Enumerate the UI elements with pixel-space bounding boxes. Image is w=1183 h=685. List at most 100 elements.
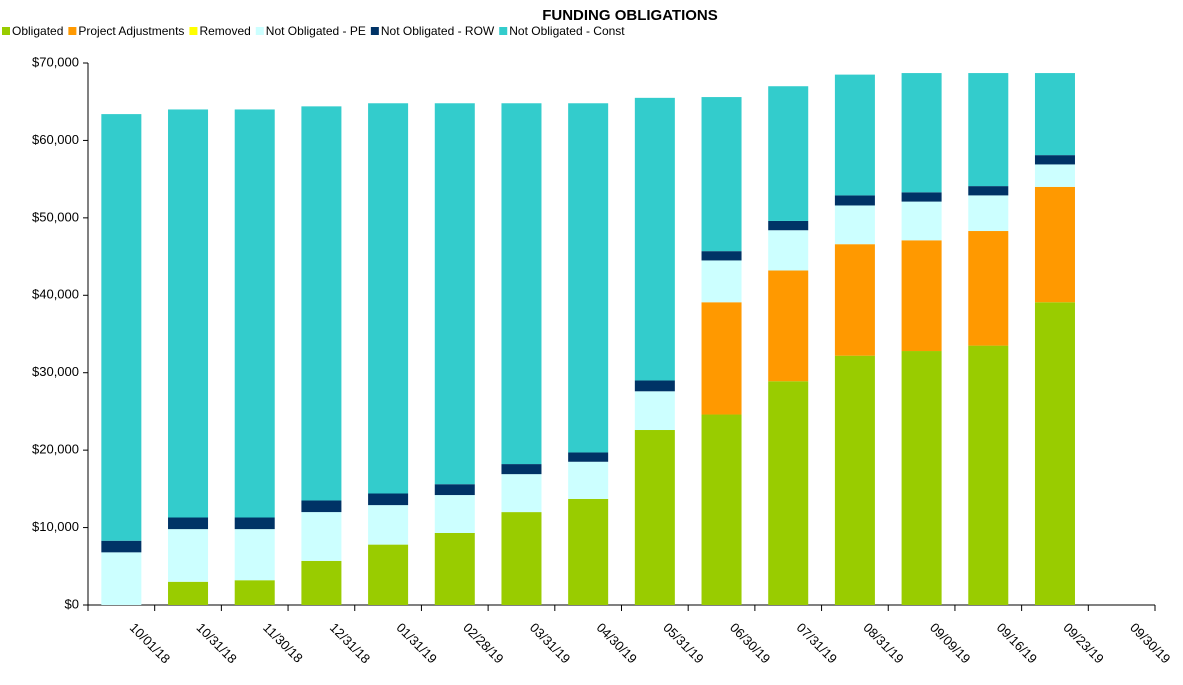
- bar-segment: [434, 532, 475, 605]
- bar-segment: [368, 493, 409, 506]
- bar-segment: [101, 540, 142, 553]
- bar-segment: [1034, 186, 1075, 303]
- bar-segment: [434, 103, 475, 485]
- x-tick-label: 06/30/19: [727, 620, 773, 666]
- bar-segment: [768, 86, 809, 221]
- bar-segment: [168, 529, 209, 582]
- y-tick-label: $70,000: [32, 54, 79, 69]
- bar-segment: [301, 106, 342, 501]
- bar-segment: [168, 581, 209, 605]
- x-tick-label: 10/01/18: [127, 620, 173, 666]
- x-tick-label: 03/31/19: [527, 620, 573, 666]
- bar-segment: [368, 544, 409, 605]
- x-tick-label: 10/31/18: [193, 620, 239, 666]
- legend-swatch: [499, 27, 508, 35]
- bar-segment: [368, 505, 409, 545]
- bar-segment: [634, 380, 675, 392]
- x-tick-label: 09/09/19: [927, 620, 973, 666]
- bar-segment: [568, 452, 609, 462]
- x-tick-label: 09/30/19: [1127, 620, 1173, 666]
- x-tick-label: 01/31/19: [394, 620, 440, 666]
- y-tick-label: $50,000: [32, 209, 79, 224]
- legend-label: Removed: [199, 24, 250, 38]
- legend-label: Not Obligated - ROW: [381, 24, 495, 38]
- legend-swatch: [2, 27, 10, 35]
- bar-segment: [834, 195, 875, 206]
- bar-segment: [501, 474, 542, 513]
- x-tick-label: 09/16/19: [994, 620, 1040, 666]
- bar-segment: [768, 230, 809, 271]
- bar-segment: [301, 560, 342, 605]
- bar-segment: [701, 414, 742, 605]
- bar-segment: [901, 351, 942, 605]
- legend-label: Not Obligated - Const: [509, 24, 625, 38]
- legend-label: Obligated: [12, 24, 63, 38]
- bar-segment: [634, 430, 675, 605]
- bar-segment: [368, 103, 409, 494]
- legend-label: Not Obligated - PE: [266, 24, 366, 38]
- x-tick-label: 04/30/19: [594, 620, 640, 666]
- bar-segment: [1034, 302, 1075, 605]
- bar-segment: [168, 109, 209, 518]
- bar-segment: [501, 512, 542, 605]
- bar-segment: [1034, 164, 1075, 187]
- bar-segment: [701, 260, 742, 303]
- bar-segment: [834, 74, 875, 196]
- bar-segment: [901, 240, 942, 352]
- bar-segment: [701, 97, 742, 252]
- x-tick-label: 09/23/19: [1060, 620, 1106, 666]
- bar-segment: [768, 381, 809, 605]
- y-tick-label: $0: [65, 596, 79, 611]
- legend-swatch: [370, 27, 379, 35]
- x-tick-label: 05/31/19: [660, 620, 706, 666]
- bar-segment: [568, 461, 609, 499]
- x-tick-label: 02/28/19: [460, 620, 506, 666]
- bar-segment: [501, 464, 542, 475]
- bar-segment: [701, 302, 742, 415]
- y-tick-label: $10,000: [32, 519, 79, 534]
- x-tick-label: 08/31/19: [860, 620, 906, 666]
- bar-segment: [568, 498, 609, 605]
- chart-title: FUNDING OBLIGATIONS: [542, 7, 718, 24]
- bar-segment: [568, 103, 609, 453]
- bar-segment: [301, 500, 342, 513]
- bar-segment: [634, 391, 675, 431]
- bar-segment: [1034, 155, 1075, 165]
- bar-segment: [968, 231, 1009, 346]
- bar-segment: [434, 495, 475, 533]
- bar-segment: [234, 517, 275, 530]
- bar-segment: [901, 192, 942, 202]
- bar-segment: [434, 484, 475, 496]
- bar-segment: [968, 73, 1009, 187]
- bar-segment: [234, 109, 275, 518]
- x-tick-label: 11/30/18: [260, 620, 306, 666]
- x-tick-label: 07/31/19: [794, 620, 840, 666]
- y-tick-label: $60,000: [32, 132, 79, 147]
- legend-swatch: [68, 27, 77, 35]
- bar-segment: [901, 201, 942, 241]
- bar-segment: [968, 186, 1009, 196]
- bar-segment: [234, 529, 275, 581]
- legend-swatch: [189, 27, 198, 35]
- bar-segment: [101, 114, 142, 541]
- bar-segment: [234, 580, 275, 605]
- bar-segment: [634, 97, 675, 381]
- y-tick-label: $30,000: [32, 364, 79, 379]
- bar-segment: [901, 73, 942, 193]
- y-tick-label: $20,000: [32, 442, 79, 457]
- bar-segment: [168, 517, 209, 530]
- bar-segment: [768, 270, 809, 382]
- legend-label: Project Adjustments: [78, 24, 184, 38]
- bar-segment: [501, 103, 542, 465]
- bar-segment: [768, 220, 809, 231]
- bar-segment: [301, 512, 342, 561]
- bar-segment: [1034, 73, 1075, 156]
- legend-swatch: [255, 27, 264, 35]
- y-tick-label: $40,000: [32, 287, 79, 302]
- bar-segment: [834, 244, 875, 356]
- bar-segment: [834, 355, 875, 605]
- bar-segment: [834, 205, 875, 245]
- x-tick-label: 12/31/18: [327, 620, 373, 666]
- bar-segment: [968, 345, 1009, 605]
